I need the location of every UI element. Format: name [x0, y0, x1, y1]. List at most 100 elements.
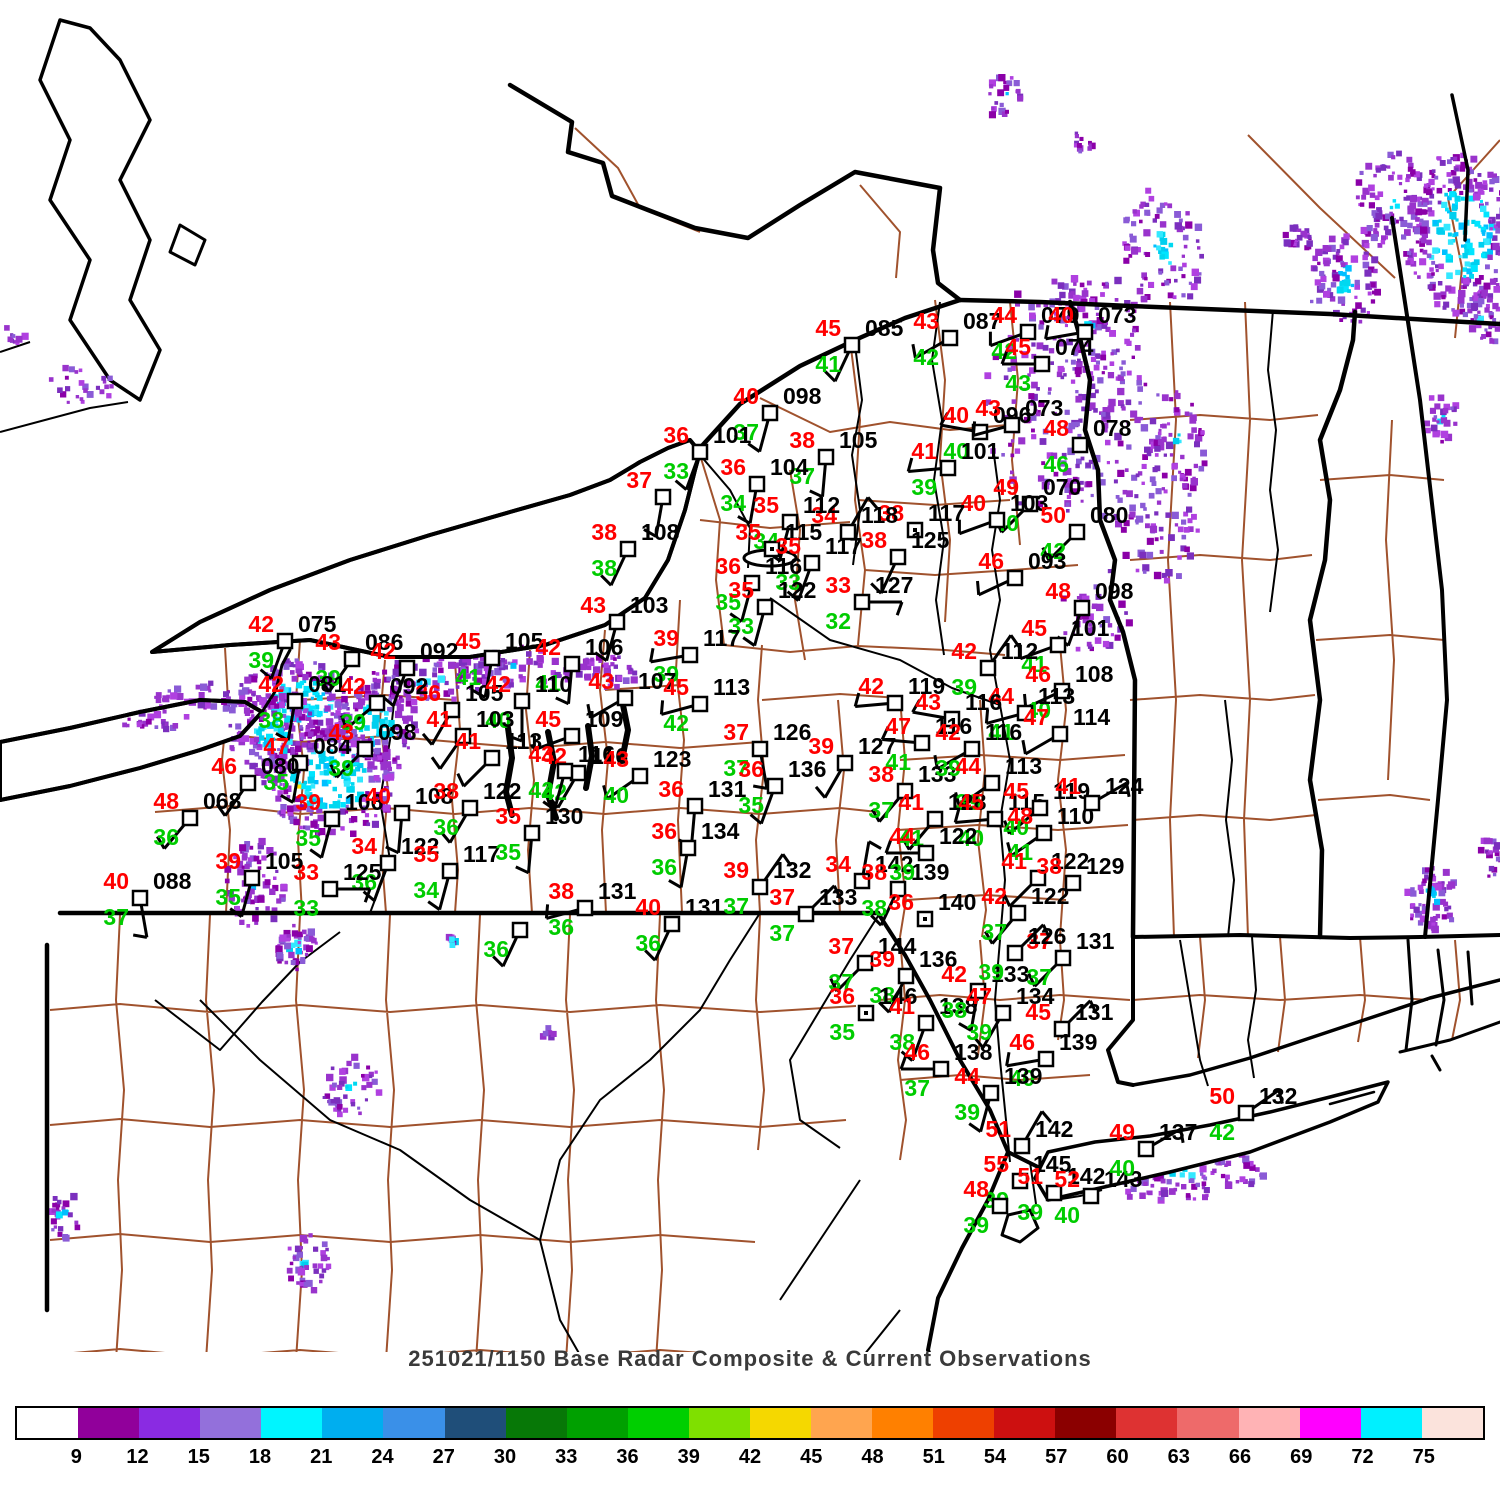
temperature-value: 55 — [983, 1151, 1009, 1177]
radar-echo-pixel — [174, 685, 182, 693]
wind-barb-tick — [544, 904, 550, 919]
radar-echo-pixel — [1094, 305, 1100, 310]
radar-echo-pixel — [284, 960, 289, 965]
radar-echo-pixel — [1018, 437, 1026, 445]
radar-echo-pixel — [1081, 595, 1090, 604]
radar-echo-pixel — [256, 859, 262, 865]
radar-echo-pixel — [1191, 268, 1199, 276]
radar-echo-pixel — [1430, 882, 1437, 889]
radar-echo-pixel — [1174, 392, 1181, 400]
radar-echo-pixel — [281, 747, 288, 754]
radar-echo-pixel — [271, 710, 278, 717]
radar-echo-pixel — [297, 931, 303, 938]
radar-echo-pixel — [1445, 207, 1449, 212]
radar-echo-pixel — [603, 686, 608, 690]
temperature-value: 48 — [1007, 803, 1033, 829]
radar-echo-pixel — [1174, 409, 1181, 416]
radar-echo-pixel — [1088, 402, 1096, 410]
pressure-value: 074 — [1055, 334, 1094, 360]
pressure-value: 073 — [1025, 395, 1063, 421]
radar-echo-pixel — [311, 936, 315, 940]
radar-echo-pixel — [551, 657, 559, 665]
radar-echo-pixel — [1220, 1160, 1226, 1165]
radar-echo-pixel — [1120, 371, 1126, 377]
radar-echo-pixel — [1081, 406, 1086, 412]
radar-echo-pixel — [1448, 286, 1456, 294]
radar-echo-pixel — [328, 804, 334, 809]
colorbar-segment — [1299, 1408, 1361, 1438]
temperature-value: 41 — [455, 728, 481, 754]
temperature-value: 44 — [988, 683, 1014, 709]
radar-echo-pixel — [1063, 631, 1068, 636]
radar-echo-pixel — [610, 654, 616, 660]
pressure-value: 104 — [770, 454, 809, 480]
wind-barb-tick — [132, 933, 148, 939]
station-marker — [691, 695, 709, 713]
pressure-value: 073 — [1098, 302, 1136, 328]
radar-echo-pixel — [271, 737, 275, 741]
radar-echo-pixel — [1116, 348, 1120, 353]
radar-echo-pixel — [1080, 487, 1084, 492]
radar-echo-pixel — [1428, 200, 1433, 205]
radar-echo-pixel — [343, 780, 350, 787]
radar-echo-pixel — [1473, 178, 1478, 182]
radar-echo-pixel — [988, 79, 996, 87]
radar-echo-pixel — [313, 1268, 319, 1274]
radar-echo-pixel — [250, 709, 254, 714]
radar-echo-pixel — [253, 736, 260, 743]
pressure-value: 118 — [861, 502, 898, 528]
pressure-value: 101 — [961, 438, 1000, 464]
radar-echo-pixel — [325, 1263, 332, 1269]
radar-echo-pixel — [482, 678, 489, 686]
radar-echo-pixel — [350, 1099, 356, 1104]
radar-echo-pixel — [266, 847, 274, 855]
dewpoint-value: 33 — [775, 569, 801, 595]
radar-echo-pixel — [1053, 411, 1057, 416]
radar-echo-pixel — [1010, 439, 1015, 443]
radar-echo-pixel — [1426, 239, 1432, 246]
radar-echo-pixel — [1190, 402, 1194, 407]
radar-echo-pixel — [323, 734, 330, 741]
pressure-value: 106 — [345, 789, 383, 815]
radar-echo-pixel — [332, 729, 338, 736]
radar-echo-pixel — [354, 796, 362, 803]
dewpoint-value: 36 — [483, 936, 509, 962]
radar-echo-pixel — [1225, 1178, 1229, 1183]
radar-echo-pixel — [1341, 302, 1345, 306]
radar-echo-pixel — [274, 723, 279, 727]
colorbar-segment — [994, 1408, 1056, 1438]
temperature-value: 45 — [958, 789, 984, 815]
radar-echo-pixel — [1447, 188, 1452, 192]
radar-echo-pixel — [1122, 551, 1130, 559]
temperature-value: 34 — [811, 502, 837, 528]
radar-echo-pixel — [455, 685, 460, 689]
pressure-value: 098 — [378, 719, 417, 745]
station-plot: 37 — [626, 467, 672, 538]
radar-echo-pixel — [286, 795, 291, 799]
radar-echo-pixel — [1431, 925, 1439, 934]
radar-echo-pixel — [299, 1246, 303, 1250]
radar-echo-pixel — [197, 701, 205, 709]
radar-echo-pixel — [424, 678, 431, 686]
radar-echo-pixel — [1470, 155, 1478, 163]
radar-echo-pixel — [1488, 216, 1496, 224]
radar-echo-pixel — [1070, 275, 1079, 283]
radar-echo-pixel — [324, 705, 331, 712]
radar-echo-pixel — [1412, 252, 1417, 257]
radar-echo-pixel — [223, 691, 230, 698]
radar-echo-pixel — [1434, 403, 1441, 410]
radar-echo-pixel — [244, 676, 252, 684]
radar-echo-pixel — [15, 335, 23, 343]
radar-echo-pixel — [1088, 623, 1092, 627]
radar-echo-pixel — [1143, 1181, 1148, 1186]
radar-echo-pixel — [1003, 80, 1007, 85]
radar-echo-pixel — [1474, 220, 1481, 227]
radar-echo-pixel — [542, 1030, 549, 1037]
radar-echo-pixel — [392, 757, 397, 762]
radar-echo-pixel — [1367, 291, 1372, 296]
radar-echo-pixel — [1403, 251, 1409, 257]
